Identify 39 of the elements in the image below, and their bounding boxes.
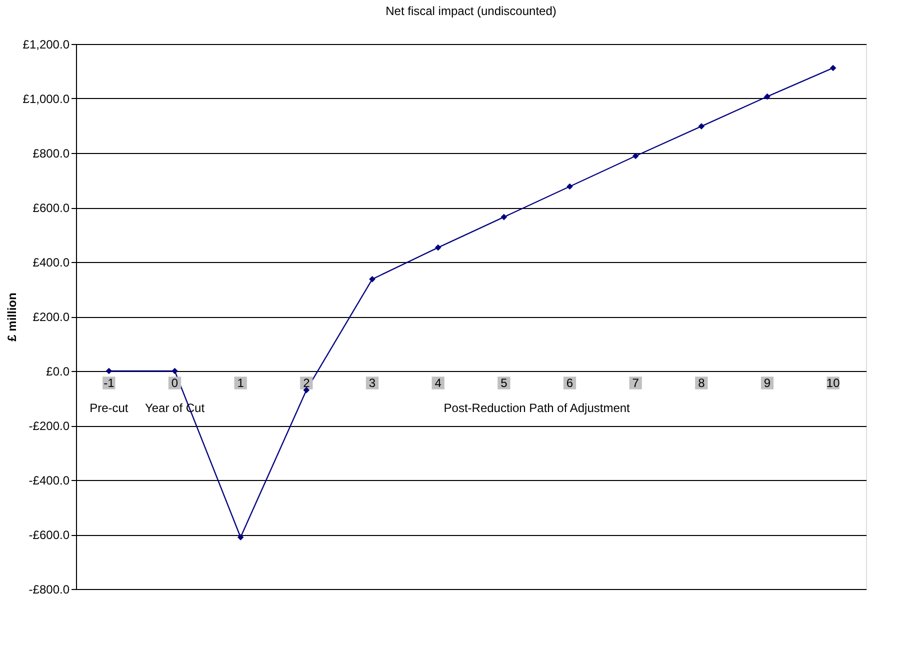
- y-tick-label: -£800.0: [28, 582, 70, 596]
- y-tick-label: £800.0: [32, 146, 70, 160]
- x-tick-label: -1: [104, 376, 115, 390]
- point: [698, 123, 705, 130]
- point: [632, 152, 639, 160]
- x-tick-label: 1: [237, 376, 244, 390]
- point: [172, 368, 178, 374]
- x-tick-label: 10: [826, 376, 840, 390]
- point: [830, 64, 836, 72]
- point: [500, 214, 508, 220]
- y-tick-label: -£200.0: [28, 419, 70, 433]
- x-tick-label: 7: [632, 376, 640, 390]
- x-tick-label: 6: [566, 376, 574, 390]
- annotation: Post-Reduction Path of Adjustment: [444, 401, 631, 415]
- point: [764, 93, 770, 100]
- x-tick-label: 9: [764, 376, 771, 390]
- x-tick-label: 5: [500, 376, 508, 390]
- y-axis-title: £ million: [4, 292, 19, 342]
- x-tick-label: 0: [171, 376, 178, 390]
- y-tick-label: -£400.0: [28, 474, 70, 488]
- y-tick-label: £1,000.0: [22, 92, 70, 106]
- y-tick-label: -£600.0: [28, 528, 70, 542]
- y-tick-label: £1,200.0: [22, 38, 70, 52]
- point: [369, 276, 376, 282]
- point: [566, 183, 573, 190]
- point: [434, 244, 442, 251]
- chart-title: Net fiscal impact (undiscounted): [386, 4, 556, 18]
- x-tick-label: 8: [698, 376, 706, 390]
- y-tick-label: £400.0: [32, 256, 70, 270]
- x-tick-label: 4: [434, 376, 442, 390]
- point: [303, 386, 310, 394]
- x-tick-label: 2: [303, 376, 310, 390]
- y-tick-label: £200.0: [32, 310, 70, 324]
- annotation: Pre-cut: [90, 401, 129, 415]
- x-tick-label: 3: [368, 376, 376, 390]
- point: [106, 368, 112, 374]
- y-tick-label: £0.0: [46, 364, 70, 378]
- point: [237, 534, 244, 540]
- y-tick-label: £600.0: [32, 201, 70, 215]
